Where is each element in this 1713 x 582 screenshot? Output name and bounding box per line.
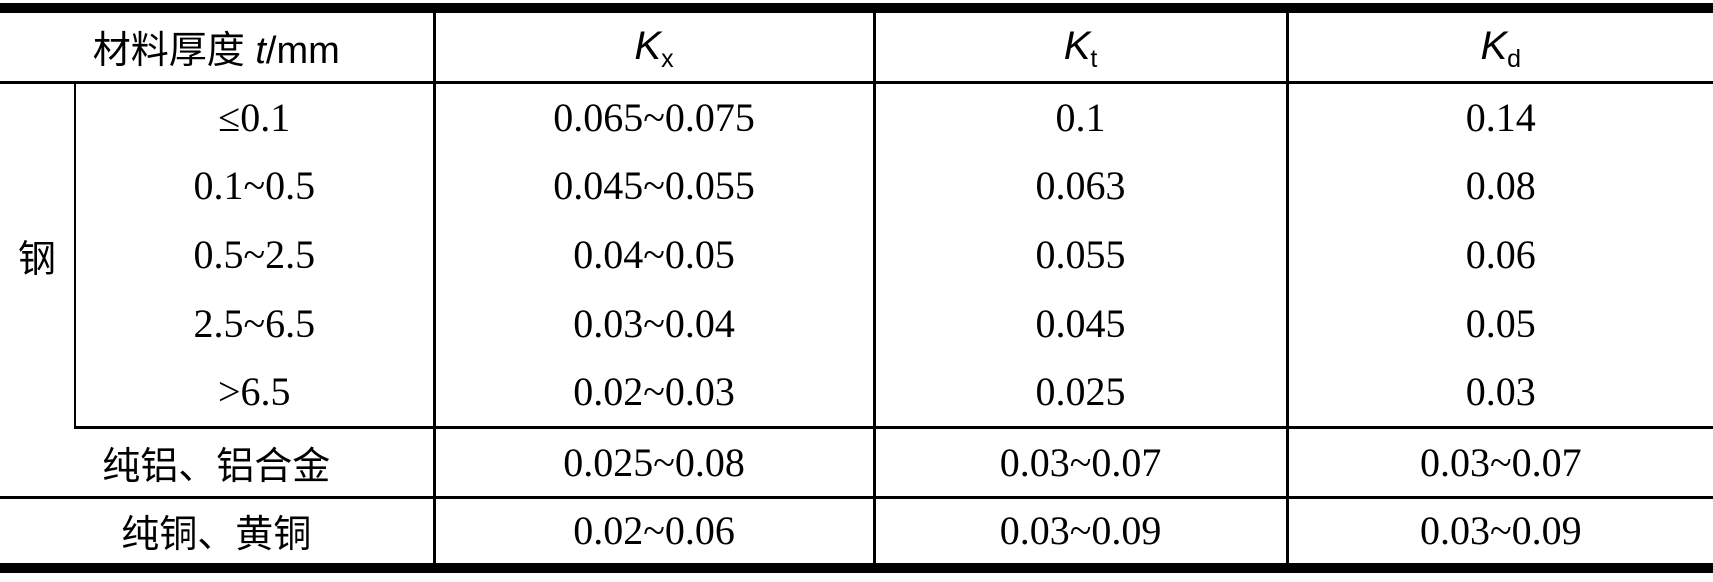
table-frame: 材料厚度 t/mm Kx Kt Kd 钢 ≤0.1 0.065~0.075 0.1…	[0, 3, 1713, 573]
copper-kx: 0.02~0.06	[432, 497, 875, 563]
table-row-steel-4: 2.5~6.5 0.03~0.04 0.045 0.05	[0, 289, 1713, 358]
header-kd: Kd	[1285, 13, 1713, 84]
steel-3-kd: 0.06	[1285, 220, 1713, 289]
steel-2-kd: 0.08	[1285, 151, 1713, 220]
table-row-steel-3: 0.5~2.5 0.04~0.05 0.055 0.06	[0, 220, 1713, 289]
table-row-aluminum: 纯铝、铝合金 0.025~0.08 0.03~0.07 0.03~0.07	[0, 427, 1713, 499]
steel-3-kx: 0.04~0.05	[432, 220, 875, 289]
steel-4-kt: 0.045	[872, 289, 1288, 358]
coefficient-table: 材料厚度 t/mm Kx Kt Kd 钢 ≤0.1 0.065~0.075 0.1…	[0, 13, 1713, 563]
header-kt: Kt	[872, 13, 1288, 84]
header-row: 材料厚度 t/mm Kx Kt Kd	[0, 13, 1713, 84]
steel-4-thickness: 2.5~6.5	[193, 301, 316, 346]
header-kx: Kx	[432, 13, 875, 84]
copper-kd: 0.03~0.09	[1285, 497, 1713, 563]
steel-3-kt: 0.055	[872, 220, 1288, 289]
steel-1-thickness: ≤0.1	[218, 94, 291, 140]
table-row-copper: 纯铜、黄铜 0.02~0.06 0.03~0.09 0.03~0.09	[0, 497, 1713, 563]
table-row-steel-1: 钢 ≤0.1 0.065~0.075 0.1 0.14	[0, 82, 1713, 427]
table-row-steel-5: >6.5 0.02~0.03 0.025 0.03	[0, 358, 1713, 429]
kt-subscript: t	[1090, 45, 1098, 74]
steel-2-kt: 0.063	[872, 151, 1288, 220]
kd-subscript: d	[1507, 45, 1522, 74]
aluminum-kd: 0.03~0.07	[1285, 427, 1713, 499]
table-row-steel-2: 0.1~0.5 0.045~0.055 0.063 0.08	[0, 151, 1713, 220]
copper-kt: 0.03~0.09	[872, 497, 1288, 563]
steel-group-label: 钢	[0, 82, 76, 427]
material-thickness-label: 材料厚度	[92, 30, 245, 73]
thickness-variable-t: t	[255, 30, 266, 73]
kx-subscript: x	[661, 45, 674, 74]
steel-4-kd: 0.05	[1285, 289, 1713, 358]
header-material-thickness: 材料厚度 t/mm	[0, 13, 435, 84]
steel-2-kx: 0.045~0.055	[432, 151, 875, 220]
steel-4-kx: 0.03~0.04	[432, 289, 875, 358]
aluminum-label: 纯铝、铝合金	[0, 427, 435, 499]
steel-5-kd: 0.03	[1285, 358, 1713, 429]
thickness-unit-mm: /mm	[265, 30, 340, 73]
kx-symbol: K	[634, 24, 662, 69]
aluminum-kx: 0.025~0.08	[432, 427, 875, 499]
steel-1-kd: 0.14	[1285, 82, 1713, 151]
steel-3-thickness: 0.5~2.5	[193, 232, 316, 277]
steel-2-thickness: 0.1~0.5	[193, 163, 316, 208]
kt-symbol: K	[1063, 24, 1091, 69]
copper-label: 纯铜、黄铜	[121, 514, 312, 557]
steel-5-kx: 0.02~0.03	[432, 358, 875, 429]
steel-1-kx: 0.065~0.075	[432, 82, 875, 151]
steel-1-kt: 0.1	[872, 82, 1288, 151]
aluminum-kt: 0.03~0.07	[872, 427, 1288, 499]
steel-5-kt: 0.025	[872, 358, 1288, 429]
kd-symbol: K	[1480, 24, 1508, 69]
steel-5-thickness: >6.5	[75, 358, 435, 429]
